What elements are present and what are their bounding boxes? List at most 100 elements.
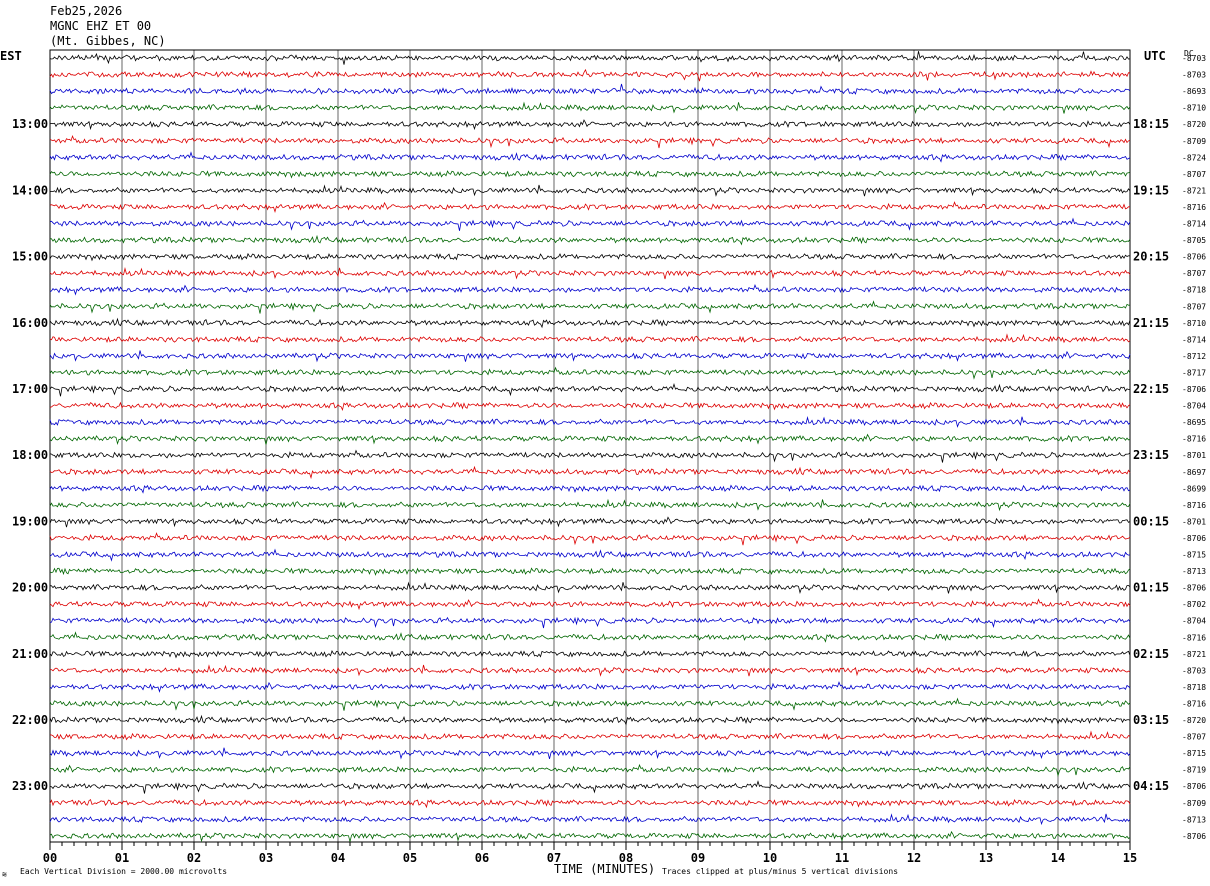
x-tick-label: 15 bbox=[1123, 851, 1137, 865]
dc-offset-label: -8703 bbox=[1182, 54, 1206, 63]
trace-line-15 bbox=[49, 300, 1130, 314]
dc-offset-label: -8719 bbox=[1182, 766, 1206, 775]
dc-offset-label: -8709 bbox=[1182, 137, 1206, 146]
dc-offset-label: -8716 bbox=[1182, 501, 1206, 510]
header-station: MGNC EHZ ET 00 bbox=[50, 19, 152, 33]
header-date: Feb25,2026 bbox=[50, 4, 123, 18]
logo-icon: ≋ bbox=[2, 870, 7, 879]
x-tick-label: 14 bbox=[1051, 851, 1065, 865]
plot-frame bbox=[49, 49, 1131, 843]
dc-offset-label: -8697 bbox=[1182, 468, 1206, 477]
dc-offset-label: -8717 bbox=[1182, 368, 1206, 377]
trace-line-38 bbox=[49, 681, 1131, 693]
utc-hour-label: 04:15 bbox=[1133, 779, 1169, 793]
dc-offset-label: -8721 bbox=[1182, 650, 1206, 659]
dc-offset-label: -8695 bbox=[1182, 418, 1206, 427]
trace-line-18 bbox=[49, 350, 1131, 363]
trace-line-46 bbox=[49, 813, 1131, 826]
trace-line-14 bbox=[49, 283, 1131, 296]
dc-offset-label: -8701 bbox=[1182, 451, 1206, 460]
dc-offset-label: -8701 bbox=[1182, 517, 1206, 526]
trace-line-11 bbox=[49, 234, 1131, 246]
utc-hour-label: 19:15 bbox=[1133, 183, 1169, 197]
est-hour-label: 23:00 bbox=[12, 779, 48, 793]
est-hour-label: 18:00 bbox=[12, 448, 48, 462]
trace-line-13 bbox=[49, 267, 1131, 280]
dc-offset-label: -8718 bbox=[1182, 683, 1206, 692]
trace-line-28 bbox=[49, 516, 1131, 528]
x-tick-label: 01 bbox=[115, 851, 129, 865]
utc-hour-label: 03:15 bbox=[1133, 713, 1169, 727]
trace-line-6 bbox=[49, 151, 1131, 163]
utc-hour-label: 00:15 bbox=[1133, 514, 1169, 528]
est-zone-label: EST bbox=[0, 49, 22, 63]
x-tick-label: 03 bbox=[259, 851, 273, 865]
trace-line-8 bbox=[49, 184, 1131, 197]
dc-offset-label: -8716 bbox=[1182, 699, 1206, 708]
scale-note: Each Vertical Division = 2000.00 microvo… bbox=[20, 867, 228, 876]
trace-line-23 bbox=[49, 433, 1131, 446]
dc-offset-label: -8706 bbox=[1182, 584, 1206, 593]
seismogram-traces bbox=[49, 51, 1131, 843]
dc-offset-label: -8704 bbox=[1182, 617, 1206, 626]
x-tick-label: 10 bbox=[763, 851, 777, 865]
dc-offset-label: -8704 bbox=[1182, 402, 1206, 411]
trace-line-32 bbox=[49, 581, 1131, 595]
dc-offset-label: -8715 bbox=[1182, 551, 1206, 560]
dc-offset-label: -8713 bbox=[1182, 815, 1206, 824]
utc-hour-label: 21:15 bbox=[1133, 316, 1169, 330]
trace-line-34 bbox=[49, 616, 1131, 629]
trace-line-3 bbox=[49, 101, 1131, 115]
trace-line-39 bbox=[49, 697, 1131, 711]
est-hour-label: 21:00 bbox=[12, 647, 48, 661]
dc-offset-label: -8699 bbox=[1182, 484, 1206, 493]
est-hour-label: 20:00 bbox=[12, 581, 48, 595]
trace-line-30 bbox=[49, 548, 1131, 562]
trace-line-42 bbox=[49, 747, 1131, 760]
trace-line-5 bbox=[49, 134, 1131, 149]
x-tick-label: 12 bbox=[907, 851, 921, 865]
dc-offset-label: -8713 bbox=[1182, 567, 1206, 576]
clip-note: Traces clipped at plus/minus 5 vertical … bbox=[662, 867, 899, 876]
est-hour-label: 22:00 bbox=[12, 713, 48, 727]
dc-offset-label: -8705 bbox=[1182, 236, 1206, 245]
est-hour-label: 17:00 bbox=[12, 382, 48, 396]
utc-hour-label: 20:15 bbox=[1133, 250, 1169, 264]
utc-zone-label: UTC bbox=[1144, 49, 1166, 63]
trace-line-47 bbox=[49, 830, 1131, 843]
est-hour-label: 16:00 bbox=[12, 316, 48, 330]
trace-line-25 bbox=[49, 465, 1131, 480]
trace-line-19 bbox=[49, 366, 1131, 380]
x-tick-label: 04 bbox=[331, 851, 345, 865]
trace-line-45 bbox=[49, 798, 1131, 809]
dc-offset-label: -8707 bbox=[1182, 269, 1206, 278]
trace-line-2 bbox=[49, 83, 1131, 96]
trace-line-26 bbox=[49, 484, 1131, 494]
est-hour-label: 14:00 bbox=[12, 183, 48, 197]
trace-line-21 bbox=[49, 401, 1131, 411]
x-tick-label: 11 bbox=[835, 851, 849, 865]
x-tick-label: 09 bbox=[691, 851, 705, 865]
trace-line-17 bbox=[49, 333, 1131, 344]
utc-hour-label: 01:15 bbox=[1133, 581, 1169, 595]
x-tick-label: 07 bbox=[547, 851, 561, 865]
dc-offset-label: -8720 bbox=[1182, 120, 1206, 129]
trace-line-10 bbox=[49, 217, 1131, 231]
dc-offset-label: -8714 bbox=[1182, 335, 1206, 344]
dc-offset-label: -8706 bbox=[1182, 832, 1206, 841]
dc-offset-label: -8718 bbox=[1182, 286, 1206, 295]
x-tick-label: 08 bbox=[619, 851, 633, 865]
trace-line-24 bbox=[49, 449, 1131, 463]
dc-offset-label: -8715 bbox=[1182, 749, 1206, 758]
trace-line-4 bbox=[49, 119, 1131, 131]
dc-offset-label: -8712 bbox=[1182, 352, 1206, 361]
dc-label: DC bbox=[1184, 49, 1194, 58]
trace-line-35 bbox=[49, 631, 1131, 643]
dc-offset-label: -8703 bbox=[1182, 71, 1206, 80]
minute-gridlines bbox=[49, 49, 1131, 843]
dc-offset-label: -8707 bbox=[1182, 733, 1206, 742]
dc-offset-label: -8714 bbox=[1182, 220, 1206, 229]
x-tick-label: 13 bbox=[979, 851, 993, 865]
hour-labels: -8703 -8703 -8693 -8710 -8720 -8709 -8724 -8707… bbox=[12, 54, 1206, 841]
